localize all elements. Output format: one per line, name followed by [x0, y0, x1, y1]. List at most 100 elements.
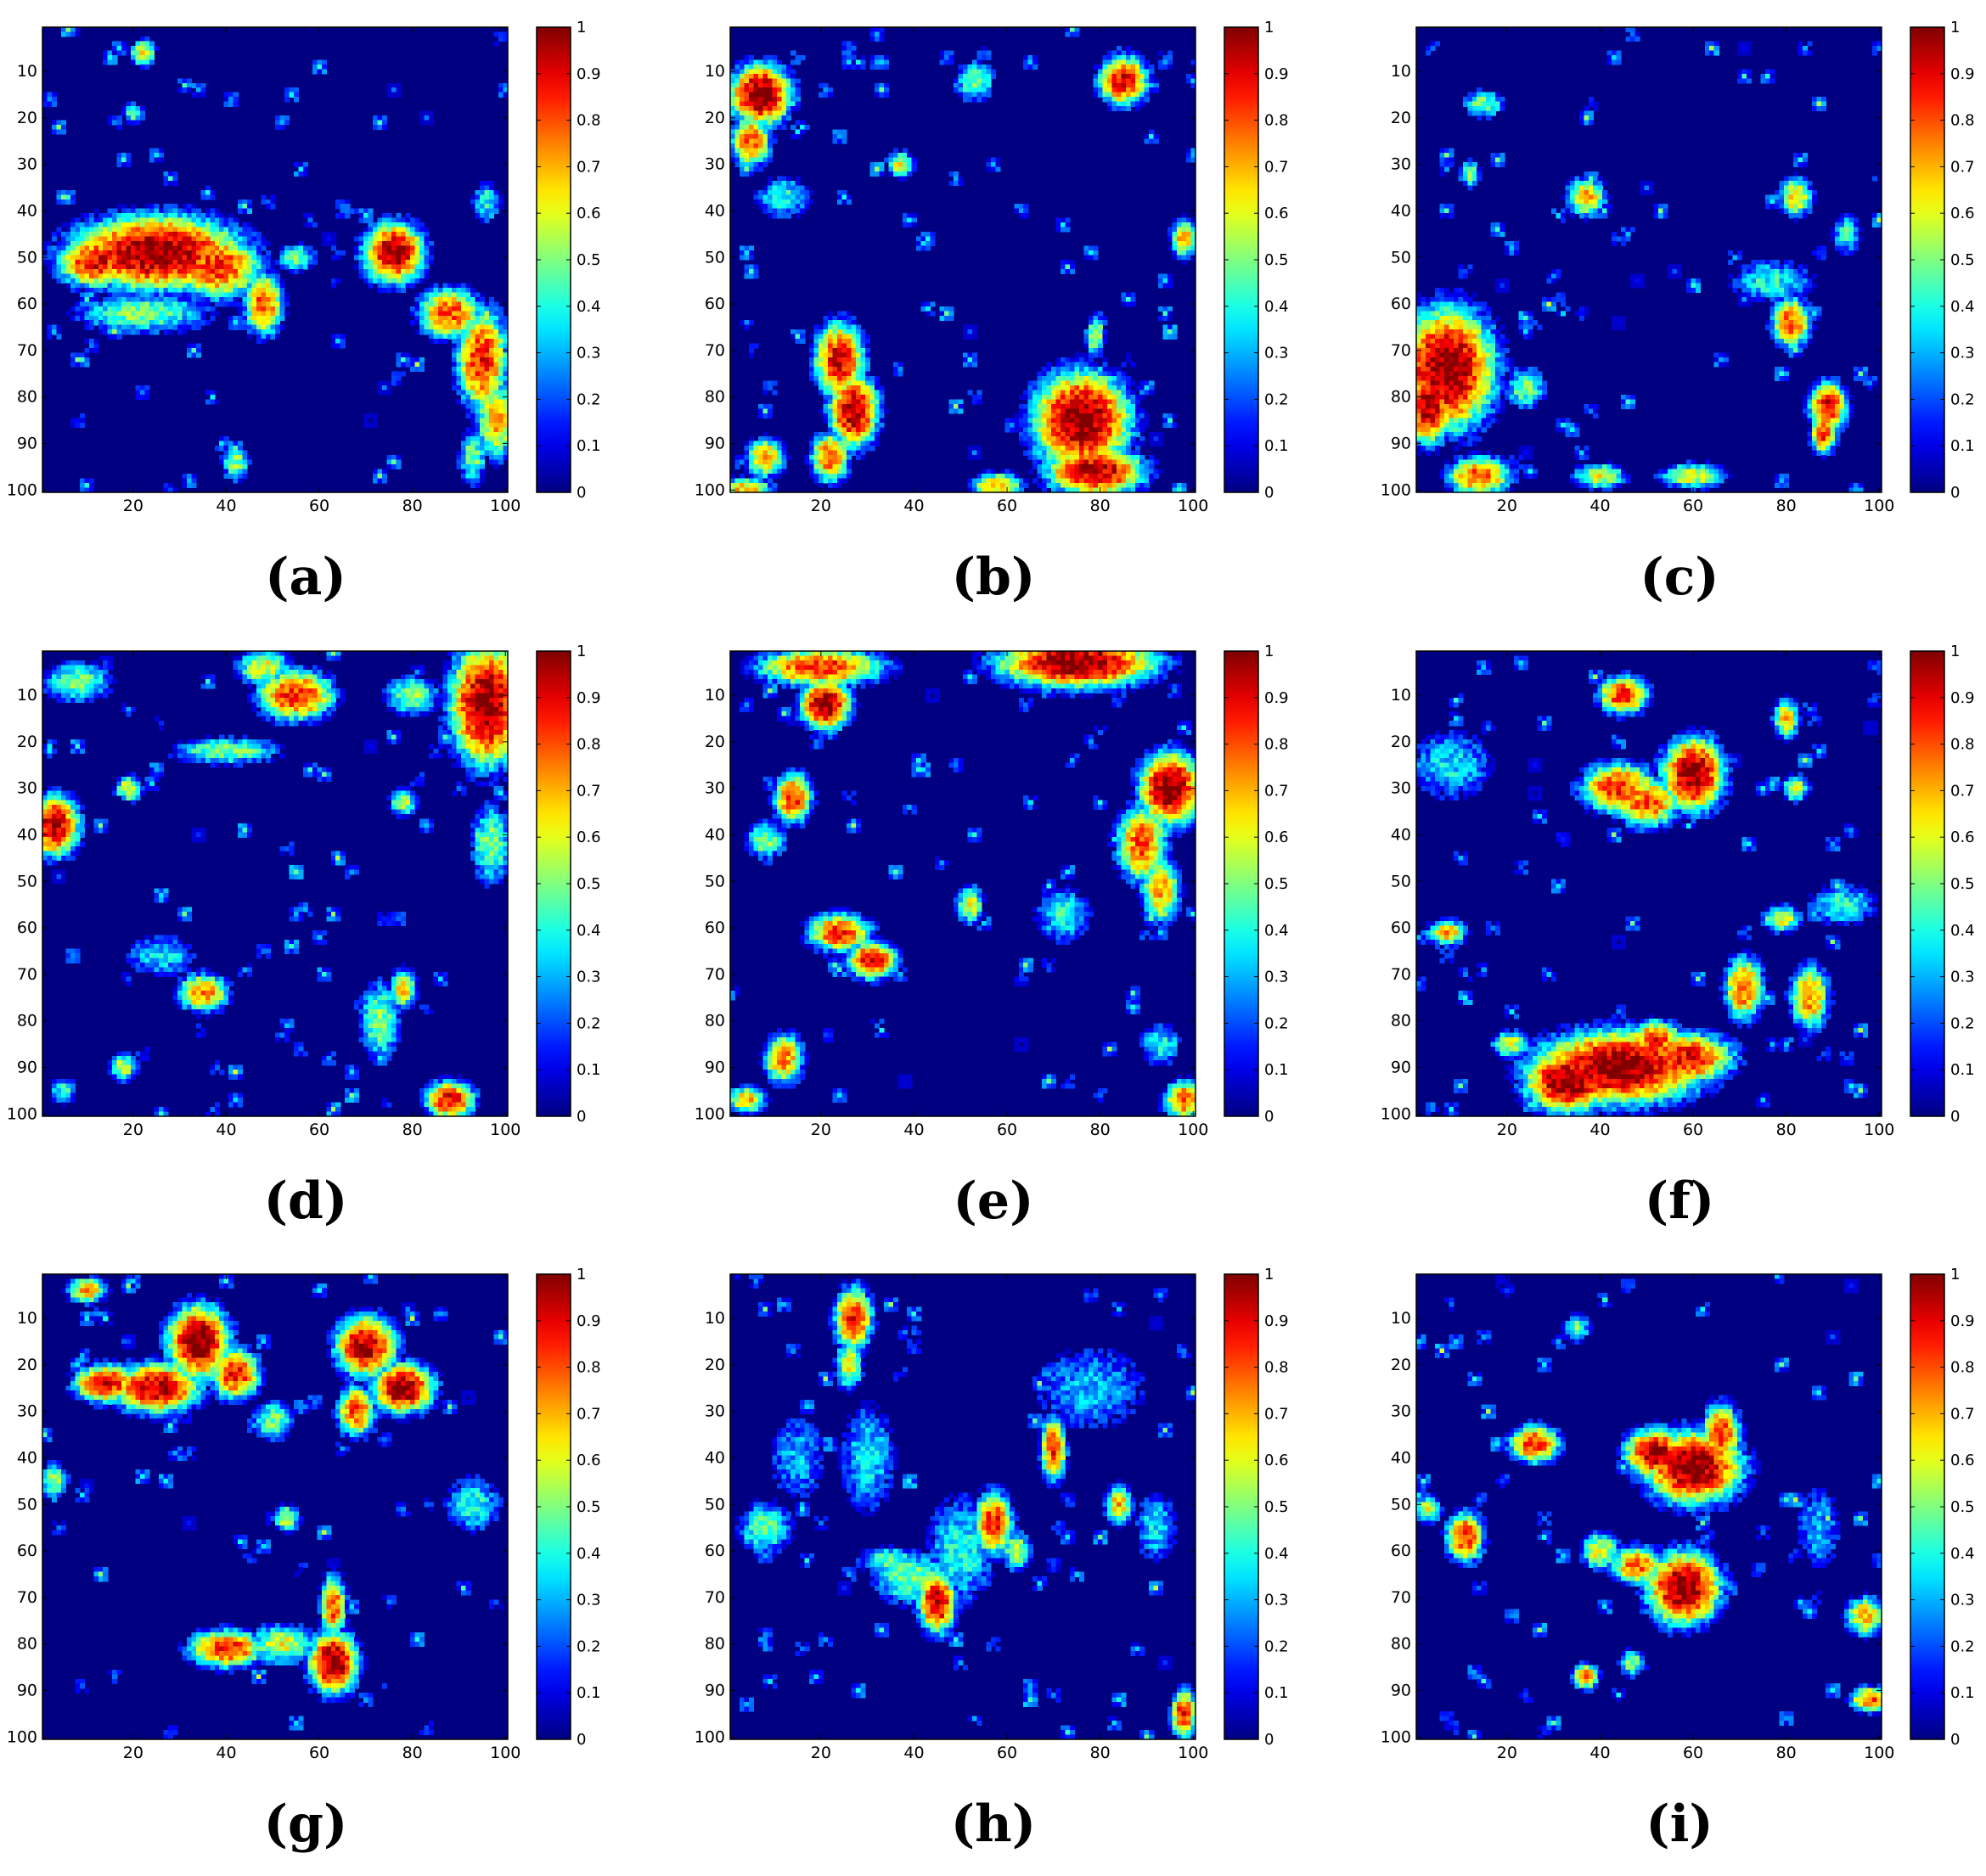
heatmap-cell	[47, 264, 53, 270]
heatmap-cell	[419, 292, 425, 298]
heatmap-cell	[493, 380, 499, 386]
x-tick-label: 40	[216, 497, 236, 515]
heatmap-cell	[116, 152, 122, 159]
heatmap-cell	[177, 273, 183, 279]
heatmap-cell	[93, 255, 99, 261]
heatmap-cell	[1097, 474, 1103, 480]
heatmap-cell	[442, 329, 448, 335]
heatmap-cell	[368, 273, 374, 279]
heatmap-cell	[1065, 478, 1071, 484]
heatmap-cell	[837, 320, 843, 326]
heatmap-cell	[1061, 464, 1066, 470]
heatmap-cell	[42, 97, 48, 103]
heatmap-cell	[461, 283, 467, 289]
heatmap-cell	[981, 97, 987, 103]
heatmap-cell	[1055, 362, 1061, 368]
heatmap-cell	[757, 455, 763, 461]
heatmap-cell	[386, 385, 392, 391]
heatmap-cell	[855, 334, 862, 340]
heatmap-cell	[233, 245, 239, 251]
heatmap-cell	[65, 189, 71, 195]
heatmap-cell	[480, 422, 486, 428]
heatmap-cell	[847, 339, 852, 345]
heatmap-cell	[1111, 78, 1117, 84]
heatmap-cell	[149, 324, 155, 330]
heatmap-cell	[167, 236, 174, 242]
heatmap-cell	[753, 464, 759, 470]
heatmap-cell	[976, 69, 982, 75]
heatmap-cell	[851, 334, 857, 340]
heatmap-cell	[1111, 92, 1117, 98]
heatmap-cell	[847, 441, 852, 447]
heatmap-cell	[93, 306, 99, 312]
heatmap-cell	[210, 208, 216, 214]
heatmap-cell	[131, 59, 137, 65]
heatmap-cell	[144, 255, 150, 261]
heatmap-cell	[990, 469, 996, 475]
heatmap-cell	[409, 311, 415, 317]
heatmap-cell	[804, 125, 810, 131]
heatmap-cell	[1134, 483, 1140, 489]
heatmap-cell	[131, 250, 137, 256]
heatmap-cell	[869, 31, 875, 37]
heatmap-cell	[828, 385, 834, 391]
heatmap-cell	[1023, 431, 1029, 437]
heatmap-cell	[302, 213, 308, 219]
heatmap-cell	[65, 255, 71, 261]
heatmap-cell	[734, 138, 740, 144]
heatmap-cell	[958, 64, 964, 70]
heatmap-cell	[60, 255, 66, 261]
heatmap-cell	[493, 459, 499, 465]
heatmap-cell	[813, 450, 819, 456]
heatmap-cell	[112, 324, 118, 330]
heatmap-cell	[1158, 273, 1164, 279]
heatmap-cell	[1088, 422, 1094, 428]
heatmap-cell	[995, 161, 1001, 167]
heatmap-cell	[855, 324, 862, 330]
heatmap-cell	[489, 380, 495, 386]
heatmap-cell	[135, 260, 141, 266]
heatmap-cell	[1088, 455, 1094, 461]
heatmap-cell	[1149, 455, 1155, 461]
heatmap-cell	[847, 362, 852, 368]
heatmap-cell	[419, 120, 425, 126]
heatmap-cell	[847, 450, 852, 456]
heatmap-cell	[433, 296, 439, 302]
heatmap-cell	[256, 278, 262, 284]
heatmap-cell	[279, 255, 285, 261]
heatmap-cell	[1106, 64, 1112, 70]
heatmap-cell	[823, 352, 829, 358]
heatmap-cell	[1139, 59, 1145, 65]
heatmap-cell	[247, 278, 253, 284]
heatmap-cell	[60, 273, 66, 279]
heatmap-cell	[809, 376, 815, 382]
heatmap-cell	[823, 339, 829, 345]
heatmap-cell	[1106, 436, 1112, 442]
heatmap-cell	[1167, 50, 1173, 56]
heatmap-cell	[456, 362, 462, 368]
heatmap-cell	[93, 320, 99, 326]
heatmap-cell	[864, 390, 870, 396]
heatmap-cell	[266, 301, 272, 307]
heatmap-cell	[368, 241, 374, 247]
heatmap-cell	[452, 306, 458, 312]
heatmap-cell	[1079, 399, 1085, 405]
heatmap-cell	[1111, 380, 1117, 386]
heatmap-cell	[465, 362, 471, 368]
heatmap-cell	[172, 260, 178, 266]
heatmap-cell	[1102, 403, 1108, 409]
heatmap-cell	[1130, 436, 1136, 442]
heatmap-cell	[1051, 450, 1057, 456]
heatmap-cell	[734, 87, 740, 93]
heatmap-cell	[210, 264, 216, 270]
heatmap-cell	[790, 59, 796, 65]
heatmap-cell	[191, 268, 197, 275]
heatmap-cell	[419, 362, 425, 368]
heatmap-cell	[1102, 446, 1108, 452]
heatmap-cell	[1023, 394, 1029, 400]
heatmap-cell	[767, 450, 773, 456]
heatmap-cell	[98, 320, 104, 326]
heatmap-cell	[205, 268, 211, 275]
heatmap-cell	[1177, 232, 1183, 238]
heatmap-cell	[131, 311, 137, 317]
